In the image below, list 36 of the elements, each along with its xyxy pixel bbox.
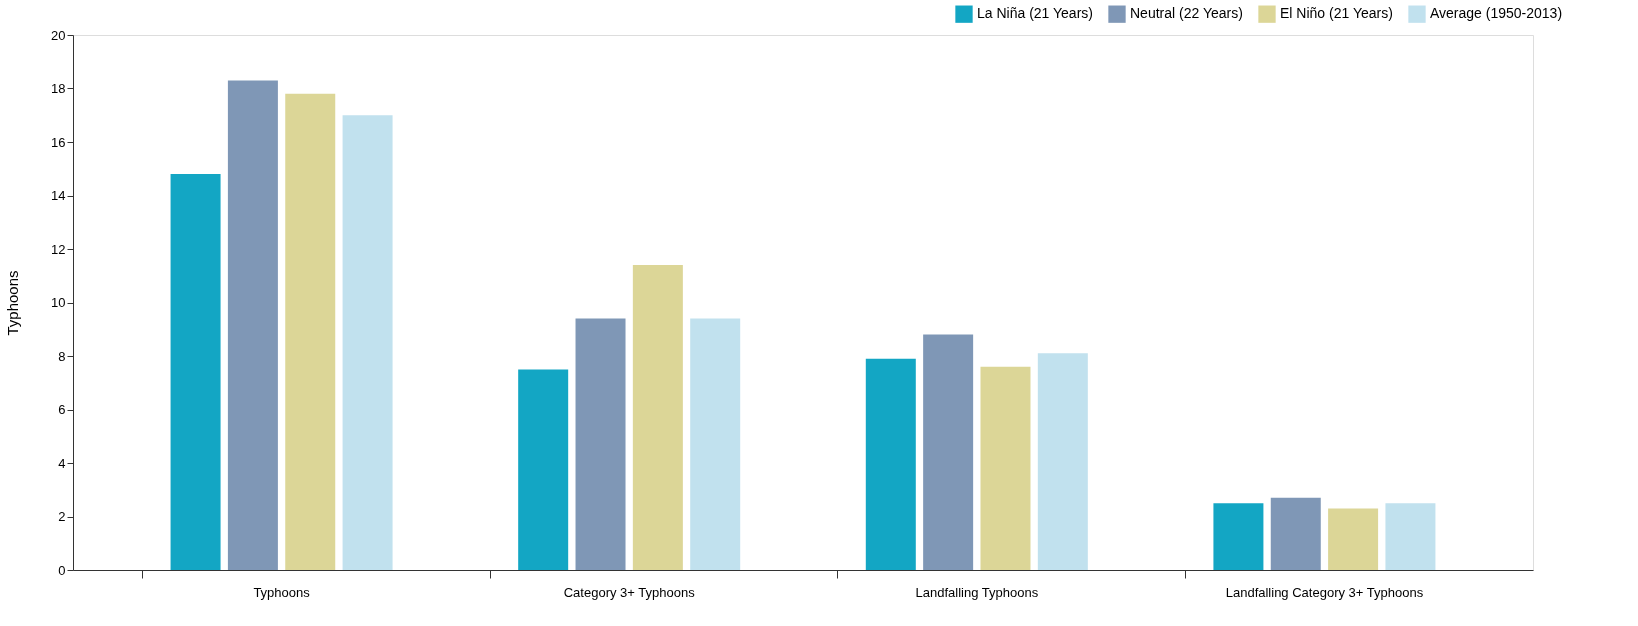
y-tick-label: 14	[51, 188, 66, 203]
legend-label: La Niña (21 Years)	[977, 5, 1093, 22]
bar	[923, 334, 974, 570]
y-tick-label: 0	[58, 562, 66, 578]
x-tick-label: Landfalling Typhoons	[915, 584, 1039, 600]
y-tick-label: 20	[51, 27, 66, 43]
bar	[1385, 503, 1436, 570]
legend-label: El Niño (21 Years)	[1280, 5, 1393, 22]
bar	[632, 265, 683, 570]
x-tick-label: Typhoons	[253, 584, 311, 600]
bar	[690, 318, 741, 570]
bar	[227, 80, 278, 570]
x-tick-label: Category 3+ Typhoons	[563, 584, 696, 600]
bar	[1328, 508, 1379, 570]
bar	[1037, 353, 1088, 570]
y-tick-label: 6	[58, 402, 66, 417]
legend-label: Average (1950-2013)	[1430, 5, 1563, 22]
x-tick-label: Landfalling Category 3+ Typhoons	[1225, 584, 1424, 600]
bar	[518, 369, 569, 570]
legend-label: Neutral (22 Years)	[1130, 5, 1243, 22]
bar	[1213, 503, 1264, 570]
bar	[170, 174, 221, 570]
bar	[865, 358, 916, 570]
y-tick-label: 4	[58, 455, 66, 471]
bar	[342, 115, 393, 570]
y-tick-label: 18	[51, 81, 66, 96]
bar	[1270, 497, 1321, 570]
y-tick-label: 8	[58, 348, 66, 364]
y-tick-label: 10	[51, 295, 66, 310]
bar	[285, 93, 336, 570]
y-tick-label: 2	[58, 509, 66, 524]
bar	[980, 366, 1031, 570]
bar	[575, 318, 626, 570]
y-axis-title: Typhoons	[4, 270, 22, 336]
y-tick-label: 16	[51, 134, 66, 150]
y-tick-label: 12	[51, 241, 66, 257]
